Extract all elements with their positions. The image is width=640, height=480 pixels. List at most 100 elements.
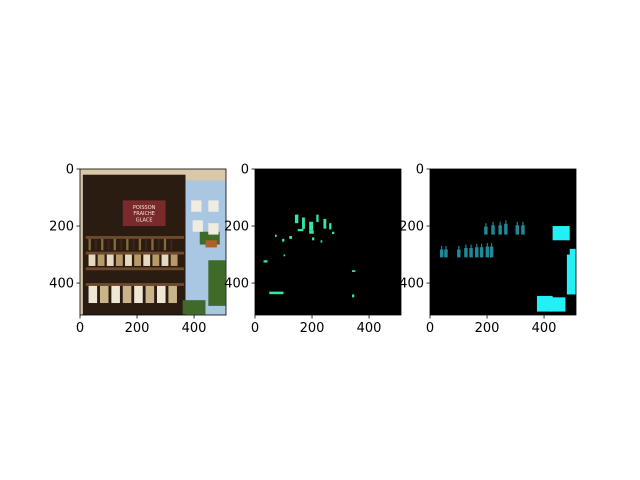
x-tick-label: 200 <box>475 321 500 336</box>
mask-bottle-neck <box>470 244 472 248</box>
panel-mask-objects: 0 200 400 0 200 400 <box>399 163 577 336</box>
y-tick-label: 200 <box>224 220 249 235</box>
panel-mask-sparse: 0 200 400 0 200 400 <box>224 163 402 336</box>
mask-region <box>263 260 268 263</box>
mask-region <box>274 234 277 237</box>
mask-bottle-neck <box>486 243 488 247</box>
mask-bottle <box>489 246 494 258</box>
photo-notice <box>192 220 203 232</box>
mask-region <box>309 230 314 234</box>
photo-shelf <box>85 267 185 271</box>
photo-notice <box>191 200 202 212</box>
mask-region <box>282 238 285 242</box>
photo-bottle <box>126 238 129 251</box>
photo-goods <box>111 285 120 304</box>
photo-bottle <box>107 238 110 251</box>
mask-bottle <box>485 246 490 258</box>
photo-goods <box>97 254 105 266</box>
y-tick-label: 400 <box>399 277 424 292</box>
mask-bottle-neck <box>522 221 524 226</box>
mask-region <box>294 214 299 224</box>
mask-bottle <box>484 226 488 235</box>
mask-bottle-neck <box>441 245 443 250</box>
axes-frame <box>79 168 227 316</box>
mask-bottle <box>439 249 444 258</box>
mask-region <box>312 237 315 241</box>
photo-plant <box>208 260 226 306</box>
photo-goods <box>170 254 178 266</box>
mask-region <box>289 236 293 239</box>
mask-bottle <box>457 249 461 258</box>
photo-shelf <box>85 251 185 255</box>
x-tick-label: 400 <box>182 321 207 336</box>
photo-goods <box>152 254 160 266</box>
photo-bottle <box>119 238 123 251</box>
mask-bottle-neck <box>499 221 501 226</box>
photo-bottle <box>94 238 98 251</box>
photo-goods <box>122 285 132 304</box>
photo-notice <box>208 223 219 235</box>
photo-bottle <box>138 238 142 251</box>
mask-bottle-neck <box>465 244 467 248</box>
mask-region <box>309 221 314 231</box>
y-tick-label: 400 <box>49 277 74 292</box>
mask-image <box>430 169 576 315</box>
x-tick-label: 0 <box>76 321 84 336</box>
photo-notice <box>208 200 219 212</box>
mask-bottle <box>515 225 519 235</box>
mask-region <box>351 294 355 298</box>
photo-goods <box>145 285 155 304</box>
photo-bottle <box>170 238 173 251</box>
mask-pot <box>566 254 576 295</box>
y-tick-label: 0 <box>66 163 74 178</box>
mask-pot <box>536 295 553 312</box>
mask-bottle-neck <box>485 223 487 227</box>
mask-image <box>255 169 401 315</box>
mask-bottle-neck <box>476 243 478 248</box>
photo-shelf <box>85 236 185 239</box>
mask-region <box>323 218 327 229</box>
photo-bottle <box>151 238 154 251</box>
y-tick-label: 0 <box>241 163 249 178</box>
mask-bottle <box>464 247 468 258</box>
photo-sign-line: FRAICHE <box>133 211 154 217</box>
mask-region <box>351 270 356 272</box>
mask-region <box>316 214 319 223</box>
photo-goods <box>99 285 109 304</box>
mask-region <box>283 254 286 257</box>
y-tick-label: 0 <box>416 163 424 178</box>
photo-goods <box>134 285 143 304</box>
photo-sign-line: GLACE <box>136 217 153 223</box>
mask-pot <box>549 297 566 312</box>
photo-shelf <box>85 283 185 286</box>
mask-bottle-neck <box>492 221 494 226</box>
photo-goods <box>143 254 151 266</box>
photo-goods <box>115 254 123 266</box>
mask-bottle-neck <box>491 243 493 247</box>
axes-frame <box>254 168 402 316</box>
photo-goods <box>88 254 96 266</box>
y-tick-label: 400 <box>224 277 249 292</box>
y-tick-label: 200 <box>49 220 74 235</box>
mask-bottle-neck <box>505 220 507 224</box>
mask-bottle-neck <box>481 243 483 248</box>
photo-bottle <box>145 238 148 251</box>
photo-goods <box>88 285 98 304</box>
photo-pot <box>205 240 217 248</box>
mask-region <box>320 240 323 243</box>
mask-region <box>302 217 305 229</box>
x-tick-label: 400 <box>357 321 382 336</box>
mask-pot <box>569 248 576 256</box>
mask-bottle-neck <box>458 245 460 250</box>
photo-goods <box>125 254 132 266</box>
photo-sign <box>122 200 166 227</box>
mask-region <box>269 291 284 295</box>
photo-plant <box>182 300 206 315</box>
x-tick-label: 0 <box>251 321 259 336</box>
mask-region <box>329 223 332 230</box>
mask-bottle <box>479 247 484 258</box>
mask-background <box>255 169 401 315</box>
photo-bottle <box>88 238 91 251</box>
